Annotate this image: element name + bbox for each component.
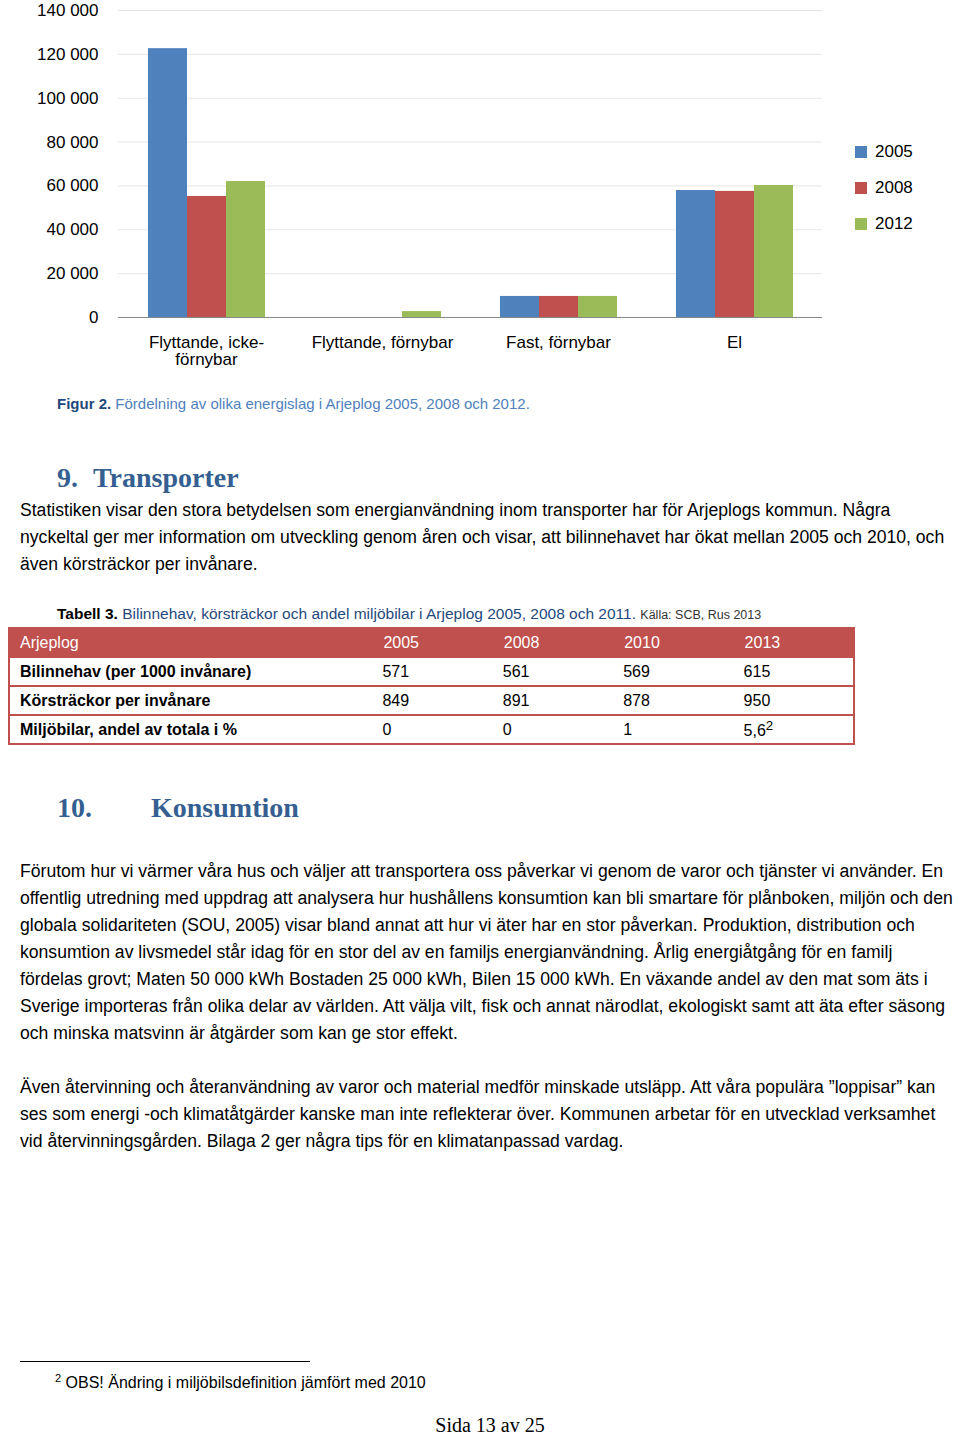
html-text:950: 950 (743, 691, 771, 709)
html-text:Tabell 3. Bilinnehav, körsträc: Tabell 3. Bilinnehav, körsträckor och an… (57, 605, 762, 622)
html-text:Transporter: Transporter (93, 462, 239, 493)
html-text:Sida 13 av 25: Sida 13 av 25 (435, 1414, 545, 1436)
svg-text:El: El (727, 333, 742, 352)
html-text:849: 849 (382, 691, 410, 709)
html-text:615: 615 (743, 662, 771, 680)
html-text:Statistiken visar den stora be: Statistiken visar den stora betydelsen s… (20, 500, 945, 574)
html-text:10.: 10. (57, 792, 92, 823)
svg-text:80 000: 80 000 (47, 133, 99, 152)
svg-text:120 000: 120 000 (37, 45, 98, 64)
html-text:2: 2 (765, 718, 774, 734)
html-text:2012: 2012 (875, 214, 913, 233)
svg-text:Flyttande, icke-förnybar: Flyttande, icke-förnybar (149, 333, 264, 369)
html-text:Konsumtion: Konsumtion (151, 792, 299, 823)
svg-text:100 000: 100 000 (37, 89, 98, 108)
svg-text:40 000: 40 000 (47, 220, 99, 239)
svg-text:Fast, förnybar: Fast, förnybar (506, 333, 611, 352)
html-text:Körsträckor per invånare: Körsträckor per invånare (20, 691, 211, 709)
html-text:9.: 9. (57, 462, 78, 493)
html-text:878: 878 (623, 691, 650, 709)
html-text:2008: 2008 (875, 178, 913, 197)
svg-text:20 000: 20 000 (47, 264, 99, 283)
html-text:1: 1 (623, 720, 633, 738)
svg-text:Flyttande, förnybar: Flyttande, förnybar (312, 333, 454, 352)
html-text:2008: 2008 (503, 633, 540, 651)
html-text:Miljöbilar, andel av totala i: Miljöbilar, andel av totala i % (20, 720, 237, 738)
html-text:Även återvinning och återanvän: Även återvinning och återanvändning av v… (20, 1077, 936, 1151)
html-text:Figur 2. Fördelning av olika e: Figur 2. Fördelning av olika energislag … (57, 395, 530, 412)
html-text:2OBS! Ändring i miljöbilsdefin: 2OBS! Ändring i miljöbilsdefinition jämf… (55, 1372, 426, 1392)
html-text:891: 891 (502, 691, 530, 709)
html-text:571: 571 (382, 662, 410, 680)
html-text:561: 561 (502, 662, 530, 680)
html-text:569: 569 (623, 662, 650, 680)
svg-text:0: 0 (89, 308, 98, 327)
html-text:2013: 2013 (744, 633, 781, 651)
html-text:Arjeplog: Arjeplog (20, 633, 79, 651)
html-text:2010: 2010 (624, 633, 660, 651)
html-text:5,6: 5,6 (743, 722, 766, 740)
html-text:0: 0 (382, 720, 392, 738)
svg-text:140 000: 140 000 (37, 1, 98, 20)
html-text:2005: 2005 (383, 633, 419, 651)
html-text:Bilinnehav (per 1000 invånare): Bilinnehav (per 1000 invånare) (20, 662, 252, 680)
html-text:0: 0 (502, 720, 512, 738)
svg-text:60 000: 60 000 (47, 176, 99, 195)
html-text:Förutom hur vi värmer våra hus: Förutom hur vi värmer våra hus och välje… (20, 861, 953, 1043)
html-text:2005: 2005 (875, 142, 913, 161)
